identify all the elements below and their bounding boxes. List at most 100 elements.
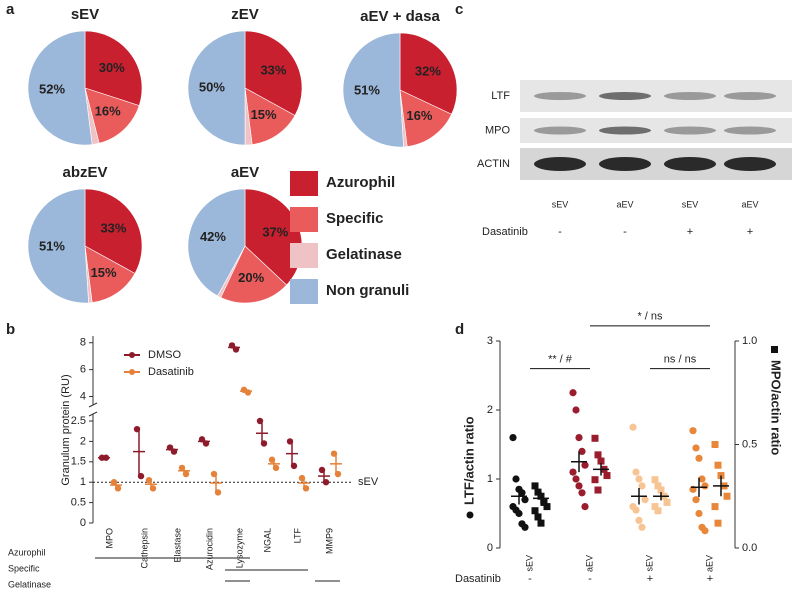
data-point (692, 444, 700, 452)
pie-slice (84, 245, 136, 303)
data-point (654, 482, 662, 490)
significance-label: ** / # (548, 354, 573, 366)
slice-label: 16% (95, 104, 121, 119)
slice-label: 20% (238, 270, 264, 285)
data-point (572, 406, 580, 414)
x-tick-label: aEV (704, 555, 714, 572)
x-tick-label: MMP9 (324, 528, 334, 554)
axis-marker (466, 511, 474, 519)
y-tick-label: 4 (80, 390, 86, 402)
data-point (629, 423, 637, 431)
pie-slice (342, 32, 404, 148)
y-tick-label: 0 (487, 542, 493, 554)
data-point (534, 488, 542, 496)
data-point (603, 472, 611, 480)
blot-row-label: MPO (485, 124, 511, 136)
data-point (597, 457, 605, 465)
data-point (638, 482, 646, 490)
data-point (531, 482, 539, 490)
data-point (723, 492, 731, 500)
y-axis-label: Granulum protein (RU) (60, 374, 72, 485)
pie-slice (244, 87, 296, 145)
pie-slice (84, 188, 143, 274)
y-tick-label: 1.5 (71, 456, 86, 468)
lane-label: aEV (616, 199, 633, 209)
blot-band (534, 92, 586, 100)
data-point (695, 509, 703, 518)
y2-axis-label: MPO/actin ratio (769, 360, 784, 455)
data-point (711, 503, 719, 511)
data-point (569, 468, 577, 476)
y-axis-label: LTF/actin ratio (461, 416, 476, 505)
reference-label: sEV (358, 476, 379, 488)
data-point (572, 475, 580, 483)
y2-tick-label: 1.0 (742, 335, 757, 347)
legend-label: Dasatinib (148, 366, 194, 378)
data-point (641, 496, 649, 504)
slice-label: 51% (354, 82, 380, 97)
data-point (657, 486, 665, 494)
axis-marker (771, 346, 778, 353)
group-label: Azurophil (8, 547, 46, 557)
y-tick-label: 2.5 (71, 415, 86, 427)
legend-swatch (290, 279, 318, 304)
data-point (663, 498, 671, 506)
lane-label: sEV (682, 199, 699, 209)
blot-row-label: ACTIN (477, 158, 510, 170)
pie-slice (244, 30, 303, 116)
data-point (575, 482, 583, 490)
data-point (578, 447, 586, 455)
slice-label: 30% (99, 60, 125, 75)
y-tick-label: 6 (80, 364, 86, 376)
significance-label: ns / ns (664, 354, 697, 366)
data-point (509, 434, 517, 442)
blot-band (534, 157, 586, 171)
data-point (638, 523, 646, 531)
data-point (581, 461, 589, 469)
x-tick-label: aEV (584, 555, 594, 572)
legend-label: Azurophil (326, 174, 395, 191)
data-point (521, 496, 529, 504)
legend-swatch (290, 243, 318, 268)
blot-band (599, 126, 651, 135)
data-point (515, 509, 523, 518)
slice-label: 33% (260, 63, 286, 78)
pie-slice (84, 30, 143, 106)
data-point (654, 507, 662, 515)
data-point (701, 527, 709, 535)
blot-band (724, 126, 776, 135)
legend-marker (129, 352, 135, 358)
data-point (518, 489, 526, 497)
pie-title: zEV (231, 6, 259, 23)
data-point (569, 389, 577, 397)
treatment-sign: + (687, 226, 693, 238)
pie-slice (27, 188, 89, 304)
data-point (594, 486, 602, 494)
axis-break (88, 411, 98, 417)
pie-slice (187, 30, 246, 146)
y-tick-label: 2 (80, 435, 86, 447)
data-point (581, 503, 589, 511)
data-point (692, 496, 700, 504)
legend-label: Non granuli (326, 282, 409, 299)
pie-title: sEV (71, 6, 99, 23)
blot-band (724, 92, 776, 100)
x-tick-label: Elastase (172, 528, 182, 563)
blot-band (664, 157, 716, 171)
data-point (632, 468, 640, 476)
slice-label: 42% (200, 229, 226, 244)
panel-label: d (455, 321, 464, 338)
lane-label: aEV (741, 199, 758, 209)
y-tick-label: 3 (487, 335, 493, 347)
data-point (714, 461, 722, 469)
data-point (701, 482, 709, 490)
pie-slice (27, 30, 93, 146)
data-point (635, 475, 643, 483)
pie-slice (84, 87, 140, 144)
x-tick-label: sEV (644, 555, 654, 572)
data-point (256, 417, 264, 425)
x-tick-label: Azurocidin (204, 528, 214, 570)
blot-band (724, 157, 776, 171)
blot-row-label: LTF (491, 90, 510, 102)
